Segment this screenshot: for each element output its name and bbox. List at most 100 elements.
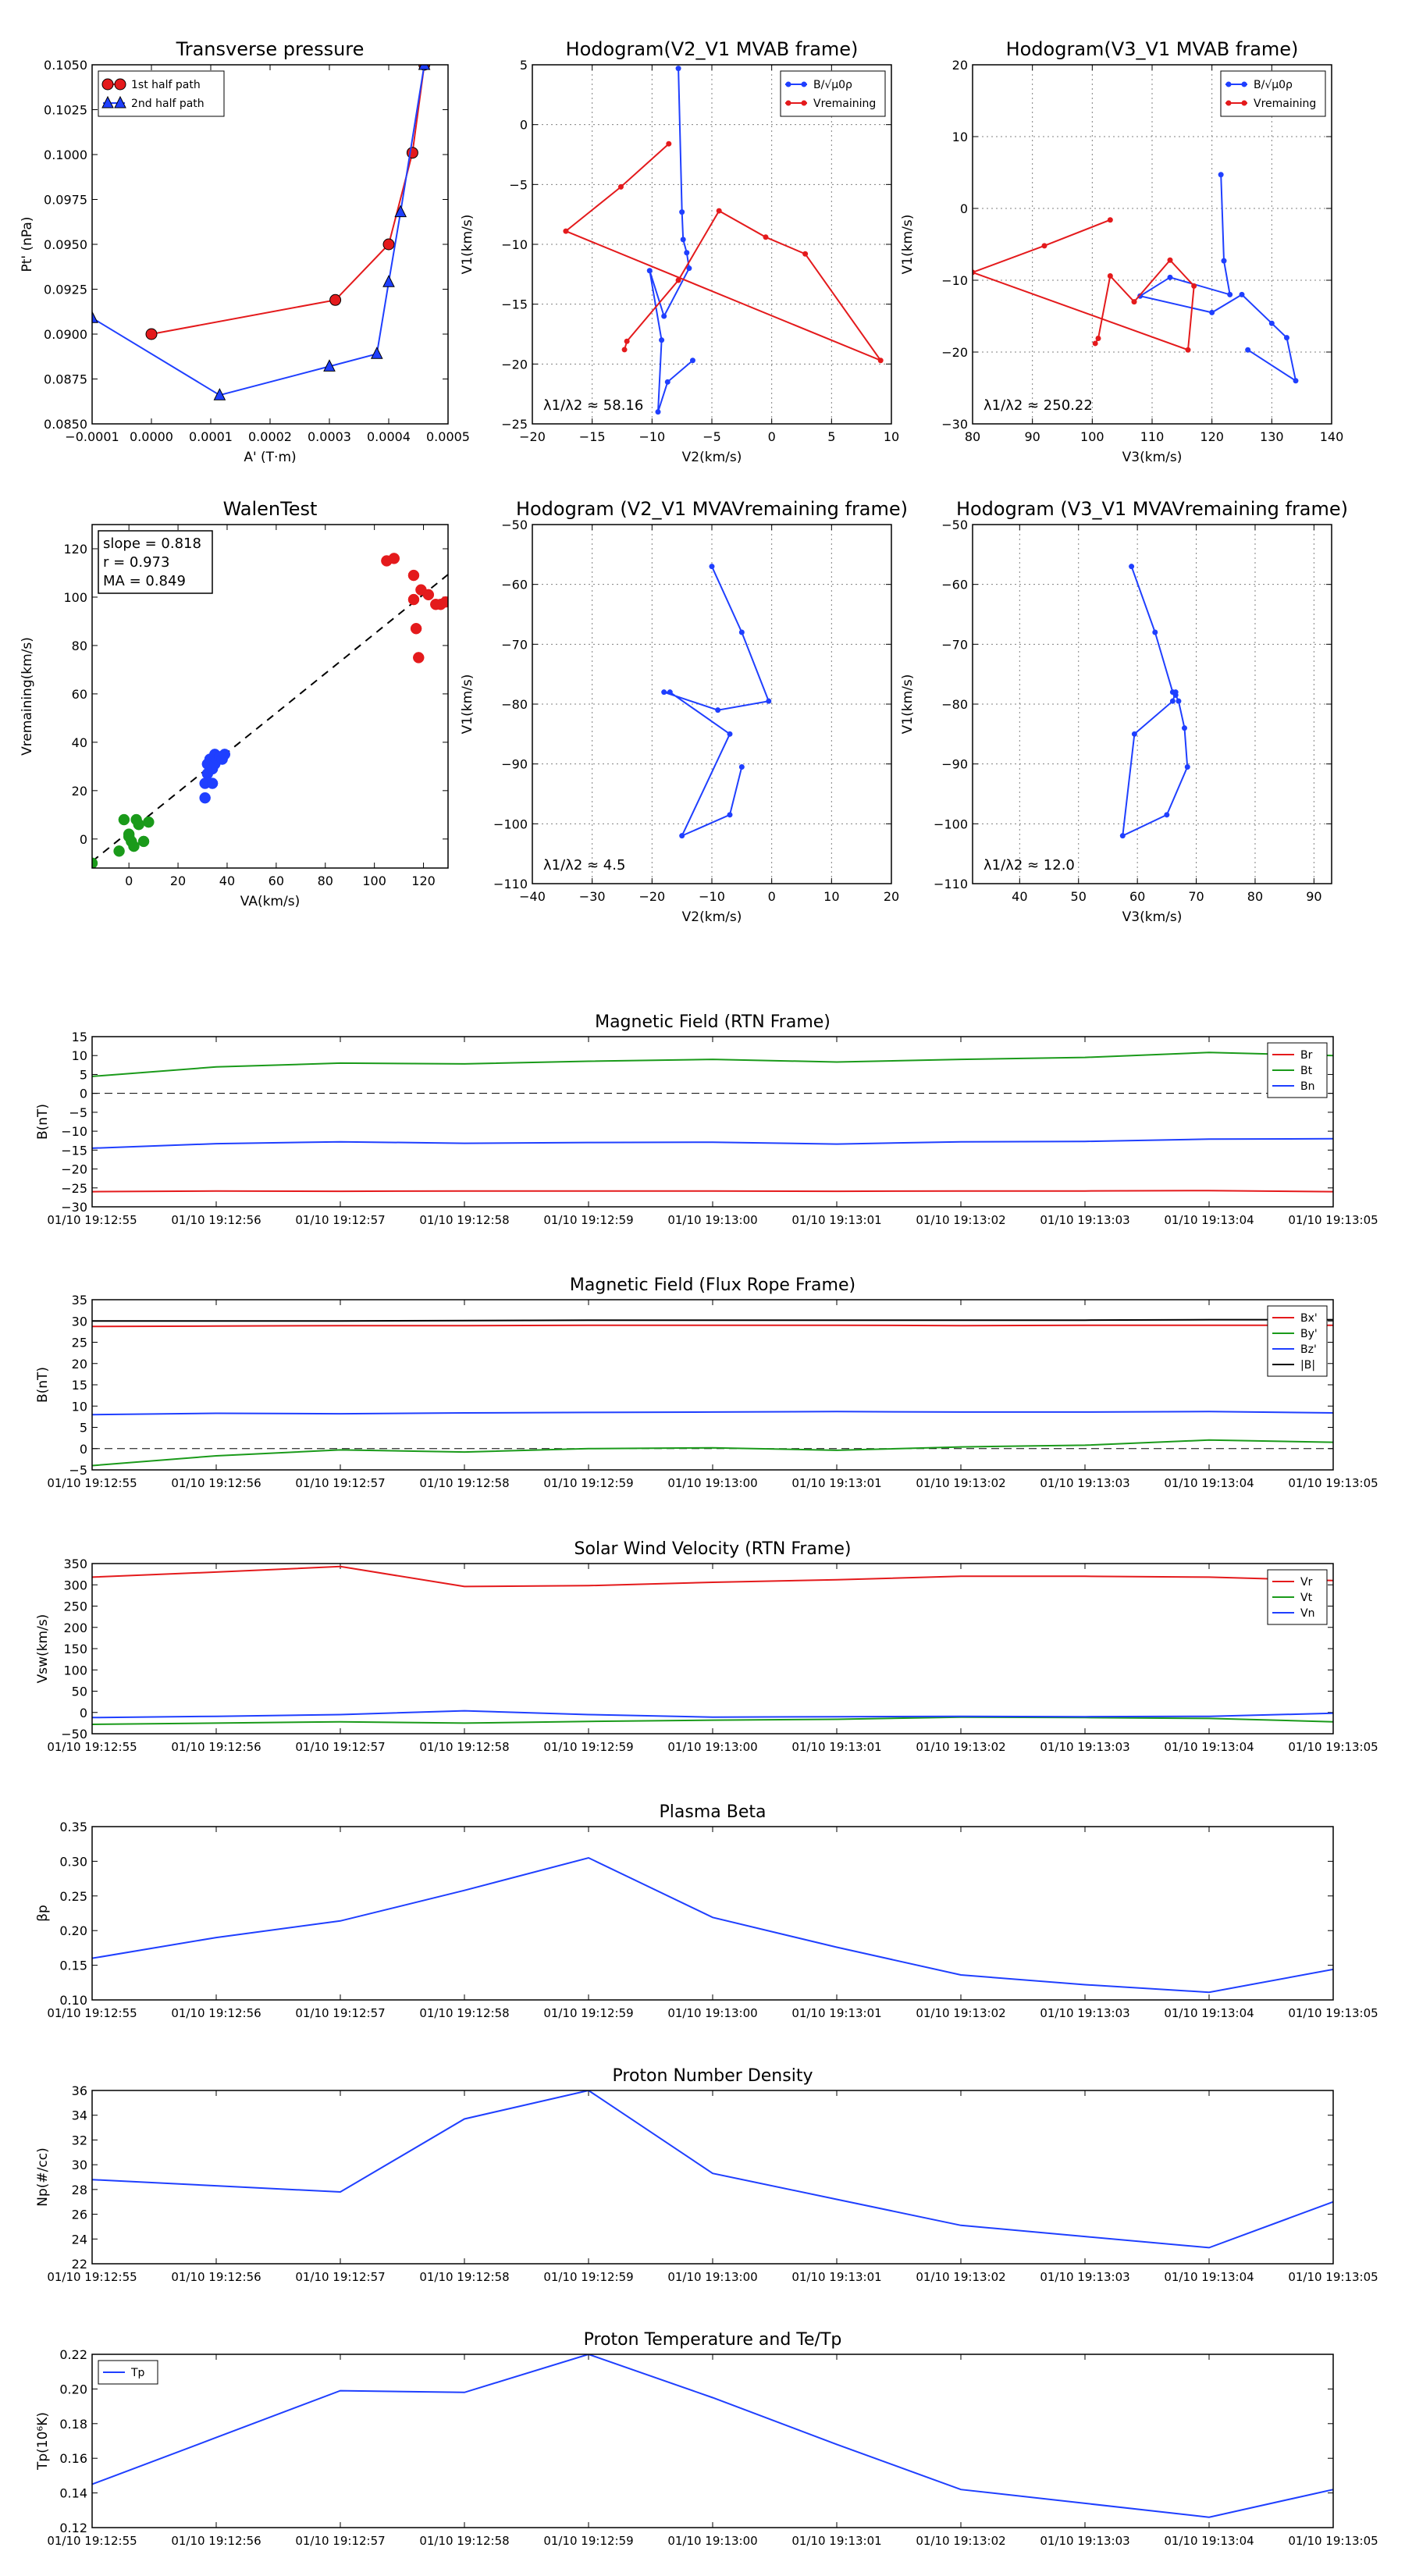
x-axis-label: VA(km/s) [240,894,300,909]
data-point [128,840,140,852]
chart-title: Hodogram (V3_V1 MVAVremaining frame) [956,498,1348,520]
y-axis-label: Pt' (nPa) [20,217,35,272]
y-tick-label: 10 [72,1048,87,1063]
y-tick-label: 20 [72,784,87,799]
x-tick-label: 50 [1071,889,1087,904]
x-tick-label: 01/10 19:12:58 [419,1740,509,1754]
y-tick-label: −20 [61,1162,87,1177]
data-point [1129,564,1135,570]
y-tick-label: −50 [501,518,528,532]
data-point [92,311,98,323]
legend-label: B/√μ0ρ [813,79,852,91]
series-Bz [92,1411,1333,1416]
x-tick-label: 01/10 19:12:56 [171,2006,261,2020]
x-tick-label: 90 [1306,889,1321,904]
y-tick-label: 0.1000 [44,148,87,162]
legend-marker [114,95,126,109]
data-point [1227,291,1233,297]
x-tick-label: −15 [579,429,606,444]
x-tick-label: 01/10 19:13:00 [667,2534,757,2548]
legend-marker [1225,100,1232,106]
x-tick-label: 110 [1140,429,1165,444]
data-point [422,589,435,601]
data-point [418,65,431,70]
x-tick-label: 01/10 19:13:01 [791,2534,881,2548]
x-tick-label: −10 [699,889,725,904]
chart-hodo1: Hodogram(V2_V1 MVAB frame) −20 −15 −10 −5 0 5 1… [460,38,899,465]
data-point [143,816,155,828]
y-axis-label: Np(#/cc) [35,2147,51,2206]
stats-line: r = 0.973 [103,554,169,571]
data-point [1268,320,1275,326]
plot-area [661,564,772,839]
y-tick-label: 20 [72,1357,87,1372]
chart-title: Transverse pressure [176,38,365,60]
series-V [563,141,884,364]
y-tick-label: −90 [501,757,528,772]
plot-area [92,553,448,868]
legend: 1st half path 2nd half path [98,70,225,117]
y-tick-label: 30 [72,1314,87,1329]
y-tick-label: 0.0975 [44,193,87,208]
y-tick-label: −25 [61,1181,87,1196]
chart-transverse: Transverse pressure −0.0001 0.0000 0.0001 0.… [20,38,470,465]
legend-label: Bt [1300,1065,1313,1077]
y-tick-label: 350 [63,1557,87,1571]
x-tick-label: 10 [884,429,899,444]
chart-title: Plasma Beta [660,1802,767,1822]
legend-marker [785,81,791,87]
legend-label: Tp [130,2367,145,2379]
series-line [92,1439,1333,1467]
data-point [727,731,733,737]
y-tick-label: 0 [80,1706,87,1720]
x-tick-label: 100 [362,873,386,888]
series-By [92,1439,1333,1467]
y-tick-label: −80 [501,697,528,712]
x-tick-label: 01/10 19:13:03 [1040,1740,1129,1754]
data-point [1239,291,1245,297]
x-tick-label: 01/10 19:12:57 [295,1476,385,1490]
data-point [388,553,400,564]
data-point [213,388,226,400]
y-tick-label: 0 [80,1442,87,1457]
x-tick-label: 60 [269,873,284,888]
x-tick-label: 01/10 19:13:03 [1040,2534,1129,2548]
x-tick-label: 0 [768,429,776,444]
axes-frame [91,1563,1334,1735]
series-Np [92,2090,1333,2249]
chart-title: Proton Temperature and Te/Tp [584,2330,842,2350]
x-axis-label: V3(km/s) [1122,909,1183,925]
data-point [410,622,422,635]
x-tick-label: 01/10 19:13:01 [791,1213,881,1227]
y-tick-label: 0 [960,201,968,216]
legend: Bx' By' Bz' |B| [1267,1305,1328,1377]
y-tick-label: −20 [941,345,968,360]
x-tick-label: 01/10 19:13:02 [916,1476,1005,1490]
plot-area [973,172,1299,384]
legend-box [1267,1569,1328,1625]
y-tick-label: 150 [63,1642,87,1656]
legend-marker [1241,81,1247,87]
fit-line [92,574,448,863]
series-line [1122,566,1189,838]
x-tick-label: 01/10 19:13:02 [916,1740,1005,1754]
x-tick-label: −10 [638,429,665,444]
series-Vn [92,1710,1333,1719]
data-point [716,208,722,214]
data-point [680,237,686,243]
y-tick-label: 28 [72,2183,87,2197]
series-green [92,813,155,868]
y-tick-label: 60 [72,687,87,702]
legend: Vr Vt Vn [1267,1569,1328,1625]
x-tick-label: 01/10 19:12:58 [419,1476,509,1490]
legend-marker [1241,100,1247,106]
data-point [133,818,145,831]
legend-label: Vn [1300,1607,1314,1620]
chart-title: Magnetic Field (Flux Rope Frame) [570,1276,855,1295]
x-tick-label: 01/10 19:13:02 [916,1213,1005,1227]
y-tick-label: 10 [952,130,968,144]
x-tick-label: 01/10 19:12:57 [295,1213,385,1227]
y-tick-label: −25 [501,417,528,432]
data-point [1119,833,1126,839]
x-tick-label: 100 [1080,429,1104,444]
